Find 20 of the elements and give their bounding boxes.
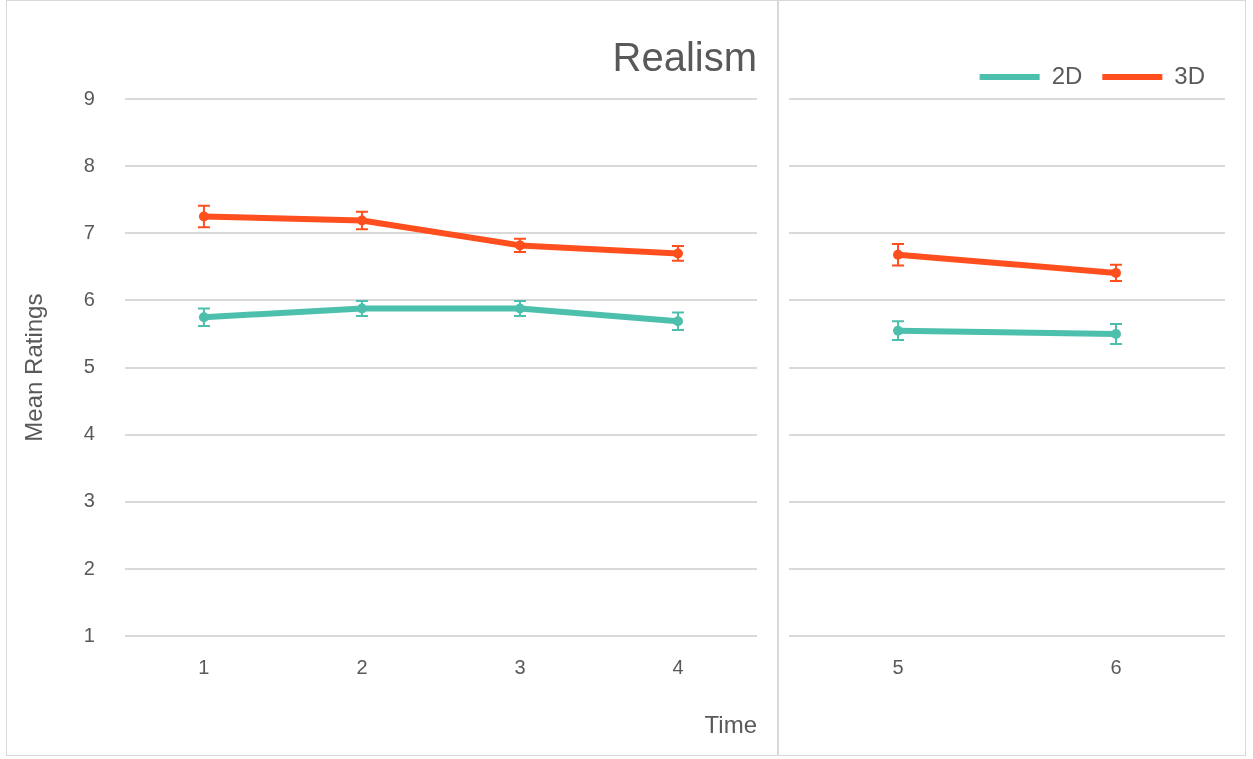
y-tick-label: 9: [83, 86, 95, 109]
y-tick-label: 6: [83, 287, 95, 310]
y-tick-label: 1: [83, 623, 95, 646]
y-tick-label: 2: [83, 556, 95, 579]
x-tick-label: 5: [892, 655, 904, 678]
legend-label: 3D: [1174, 61, 1206, 89]
y-tick-label: 7: [83, 220, 95, 243]
x-axis-title: Time: [704, 711, 757, 739]
y-tick-label: 8: [83, 153, 95, 176]
x-tick-label: 6: [1110, 655, 1122, 678]
y-tick-label: 5: [83, 355, 95, 378]
legend-label: 2D: [1051, 61, 1083, 89]
chart-title: Realism: [612, 35, 757, 80]
x-tick-label: 3: [514, 655, 526, 678]
y-tick-label: 4: [83, 422, 95, 445]
y-tick-label: 3: [83, 489, 95, 512]
x-tick-label: 1: [198, 655, 210, 678]
y-axis-title: Mean Ratings: [20, 293, 48, 442]
x-tick-label: 4: [672, 655, 684, 678]
x-tick-label: 2: [356, 655, 368, 678]
